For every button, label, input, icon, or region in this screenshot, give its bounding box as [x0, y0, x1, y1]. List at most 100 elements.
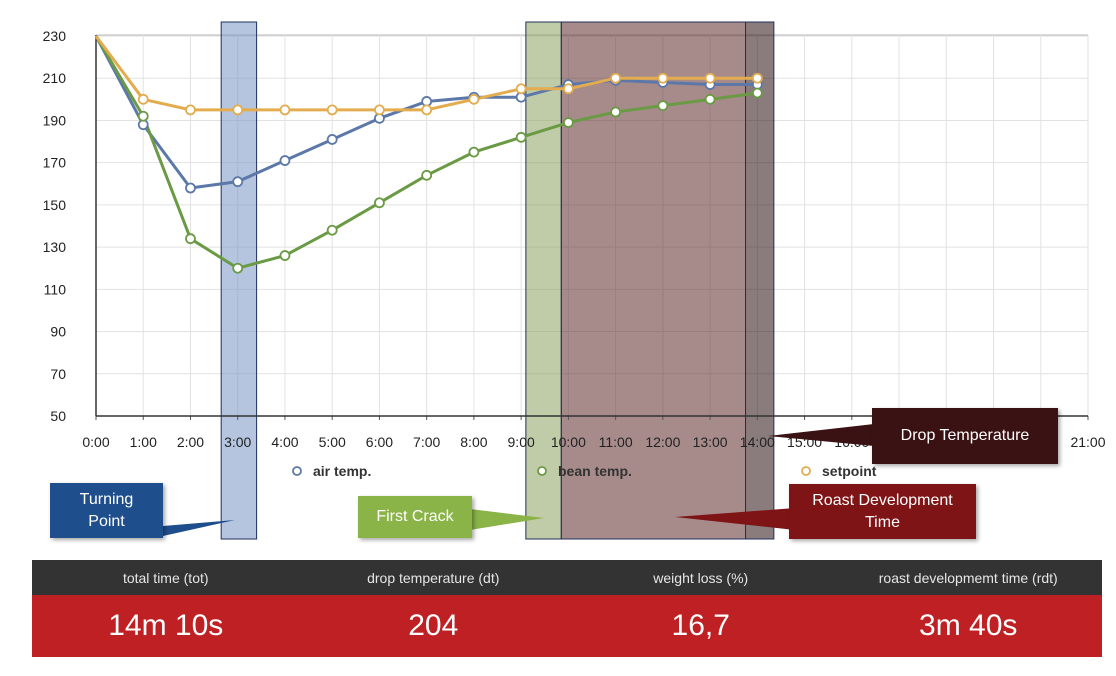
- series-lines: [94, 35, 763, 274]
- y-tick-label: 170: [43, 155, 67, 171]
- legend-marker: [801, 466, 811, 476]
- x-tick-label: 3:00: [224, 434, 251, 450]
- drop-temperature-band: [745, 21, 775, 540]
- stat-value: 14m 10s: [108, 609, 224, 642]
- series-point-1: [610, 106, 622, 118]
- series-point-2: [137, 93, 149, 105]
- x-tick-label: 21:00: [1070, 434, 1105, 450]
- series-point-2: [326, 104, 338, 116]
- series-point-0: [232, 176, 244, 188]
- series-point-1: [232, 262, 244, 274]
- turning-point-label-line2: Point: [88, 512, 125, 530]
- stat-value-drop-temperature: 204: [300, 595, 568, 657]
- series-point-2: [657, 72, 669, 84]
- roast-development-pointer: [675, 508, 795, 530]
- legend-label: air temp.: [313, 463, 371, 479]
- series-point-2: [185, 104, 196, 116]
- series-point-1: [137, 110, 149, 122]
- legend-label: bean temp.: [558, 463, 632, 479]
- roast-development-label-line2: Time: [865, 513, 900, 531]
- x-tick-label: 8:00: [460, 434, 487, 450]
- series-point-1: [657, 100, 669, 112]
- first-crack-band: [525, 21, 562, 540]
- x-tick-label: 10:00: [551, 434, 586, 450]
- series-point-0: [326, 134, 338, 145]
- series-point-0: [185, 182, 196, 194]
- stat-value: 3m 40s: [919, 609, 1018, 642]
- series-point-2: [704, 72, 716, 84]
- y-tick-label: 70: [50, 366, 66, 382]
- stats-header-row: total time (tot) drop temperature (dt) w…: [32, 560, 1102, 595]
- stat-value: 16,7: [671, 609, 730, 642]
- legend-marker: [292, 466, 302, 476]
- x-tick-label: 4:00: [271, 434, 298, 450]
- stat-value-total-time: 14m 10s: [32, 595, 300, 657]
- highlight-bands: [220, 21, 775, 540]
- series-point-1: [468, 146, 480, 158]
- series-point-2: [751, 72, 763, 84]
- stat-header-total-time: total time (tot): [32, 560, 300, 595]
- turning-point-pointer: [150, 511, 235, 536]
- roast-development-callout: Roast Development Time: [789, 484, 976, 539]
- series-point-1: [751, 87, 763, 99]
- stat-value-weight-loss: 16,7: [567, 595, 835, 657]
- series-point-1: [279, 250, 291, 261]
- series-point-2: [610, 72, 622, 84]
- series-point-1: [185, 233, 196, 245]
- x-tick-label: 13:00: [693, 434, 728, 450]
- y-tick-label: 210: [43, 70, 67, 86]
- series-point-1: [562, 117, 574, 128]
- legend: air temp. bean temp. setpoint: [292, 463, 877, 479]
- series-point-2: [374, 104, 385, 116]
- legend-label: setpoint: [822, 463, 877, 479]
- x-tick-label: 2:00: [177, 434, 204, 450]
- stat-header-rdt: roast developmemt time (rdt): [835, 560, 1103, 595]
- first-crack-pointer: [470, 509, 544, 530]
- stat-value: 204: [408, 609, 459, 642]
- drop-temperature-callout: Drop Temperature: [872, 408, 1058, 464]
- drop-temperature-pointer: [768, 424, 874, 446]
- stat-label: drop temperature (dt): [367, 569, 500, 586]
- stats-values-row: 14m 10s 204 16,7 3m 40s: [32, 595, 1102, 657]
- x-tick-label: 6:00: [366, 434, 393, 450]
- y-tick-label: 50: [50, 408, 66, 424]
- x-tick-label: 14:00: [740, 434, 775, 450]
- y-tick-label: 90: [50, 324, 66, 340]
- x-tick-label: 12:00: [645, 434, 680, 450]
- drop-temperature-label: Drop Temperature: [900, 427, 1030, 445]
- turning-point-label-line1: Turning: [79, 490, 134, 508]
- y-tick-label: 190: [43, 112, 67, 128]
- series-point-1: [515, 131, 527, 143]
- series-point-2: [421, 104, 433, 116]
- series-point-2: [562, 83, 574, 95]
- stat-header-weight-loss: weight loss (%): [567, 560, 835, 595]
- x-tick-label: 9:00: [508, 434, 535, 450]
- stats-table: total time (tot) drop temperature (dt) w…: [32, 560, 1102, 657]
- stat-label: total time (tot): [122, 569, 209, 586]
- stat-header-drop-temperature: drop temperature (dt): [300, 560, 568, 595]
- stat-label: weight loss (%): [653, 569, 749, 586]
- series-point-2: [468, 93, 480, 105]
- callout-pointers: [150, 424, 874, 536]
- stat-value-rdt: 3m 40s: [835, 595, 1103, 657]
- series-point-2: [279, 104, 291, 116]
- turning-point-callout: Turning Point: [50, 483, 163, 538]
- series-point-1: [374, 197, 385, 209]
- series-point-2: [232, 104, 244, 116]
- series-point-1: [704, 93, 716, 105]
- y-tick-label: 230: [43, 28, 67, 44]
- x-tick-label: 7:00: [413, 434, 440, 450]
- series-point-0: [279, 155, 291, 166]
- first-crack-callout: First Crack: [358, 496, 472, 538]
- x-tick-label: 5:00: [319, 434, 346, 450]
- first-crack-label: First Crack: [376, 508, 454, 526]
- y-tick-label: 110: [44, 281, 67, 297]
- roast-development-label-line1: Roast Development: [812, 491, 953, 509]
- series-point-1: [421, 169, 433, 181]
- legend-marker: [537, 466, 547, 476]
- turning-point-band: [220, 21, 258, 540]
- x-tick-label: 1:00: [130, 434, 157, 450]
- series-point-2: [515, 83, 527, 95]
- x-tick-label: 11:00: [599, 434, 633, 450]
